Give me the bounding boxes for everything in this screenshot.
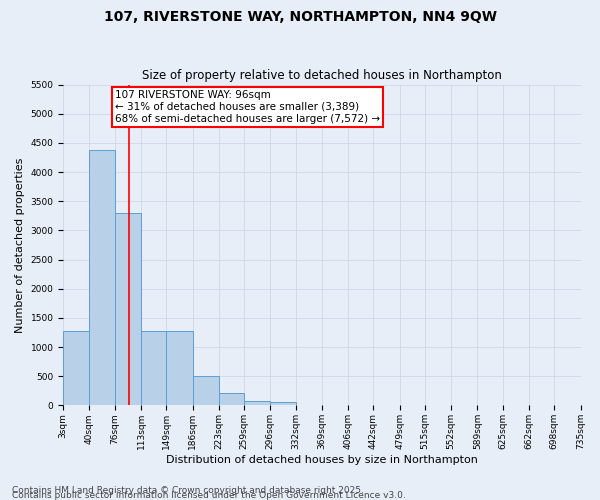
- Text: Contains public sector information licensed under the Open Government Licence v3: Contains public sector information licen…: [12, 491, 406, 500]
- Bar: [89, 150, 115, 406]
- Bar: [166, 331, 193, 406]
- Text: 107 RIVERSTONE WAY: 96sqm
← 31% of detached houses are smaller (3,389)
68% of se: 107 RIVERSTONE WAY: 96sqm ← 31% of detac…: [115, 90, 380, 124]
- Bar: [193, 376, 219, 406]
- Title: Size of property relative to detached houses in Northampton: Size of property relative to detached ho…: [142, 69, 502, 82]
- Y-axis label: Number of detached properties: Number of detached properties: [15, 158, 25, 332]
- Bar: [141, 331, 166, 406]
- Bar: [219, 393, 244, 406]
- Bar: [63, 332, 89, 406]
- Text: 107, RIVERSTONE WAY, NORTHAMPTON, NN4 9QW: 107, RIVERSTONE WAY, NORTHAMPTON, NN4 9Q…: [104, 10, 497, 24]
- Text: Contains HM Land Registry data © Crown copyright and database right 2025.: Contains HM Land Registry data © Crown c…: [12, 486, 364, 495]
- Bar: [244, 401, 271, 406]
- Bar: [115, 213, 141, 406]
- Bar: [271, 402, 296, 406]
- X-axis label: Distribution of detached houses by size in Northampton: Distribution of detached houses by size …: [166, 455, 478, 465]
